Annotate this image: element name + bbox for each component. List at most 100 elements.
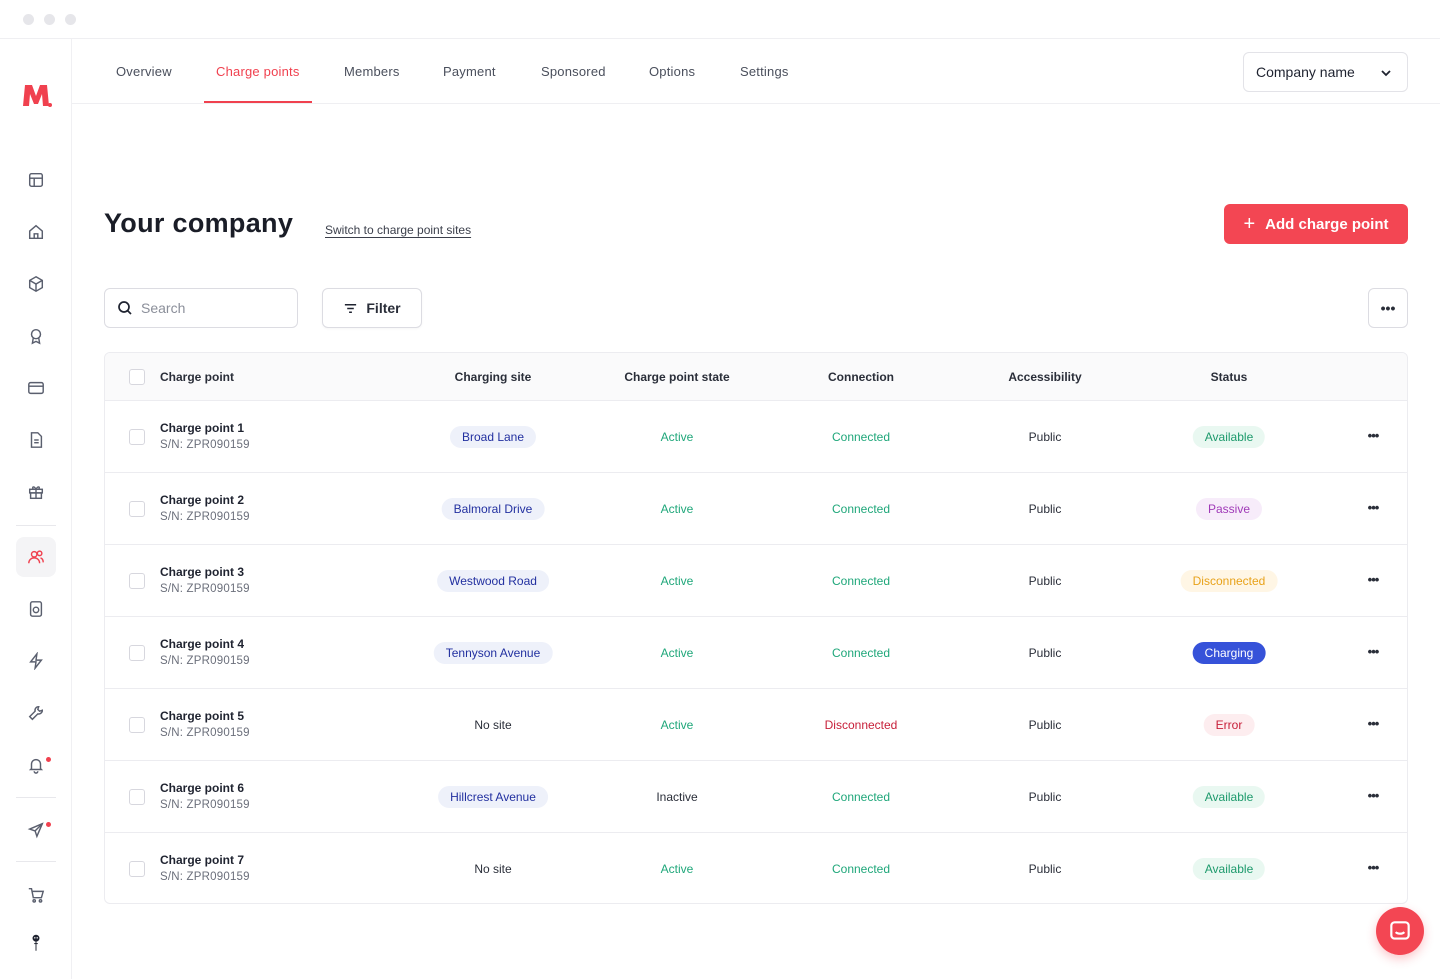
tab-settings[interactable]: Settings — [740, 64, 789, 79]
more-options-button[interactable]: ••• — [1368, 288, 1408, 328]
table-row[interactable]: Charge point 3 S/N: ZPR090159 Westwood Roa… — [105, 545, 1407, 617]
row-checkbox[interactable] — [129, 573, 145, 589]
row-checkbox[interactable] — [129, 429, 145, 445]
tab-payment[interactable]: Payment — [443, 64, 496, 79]
credit-card-icon[interactable] — [22, 374, 50, 402]
charge-point-name[interactable]: Charge point 3 — [160, 565, 245, 579]
search-box[interactable] — [104, 288, 298, 328]
sidebar-divider — [16, 861, 56, 862]
notification-dot — [46, 822, 51, 827]
window-close-dot[interactable] — [23, 14, 34, 25]
charging-site-tag: No site — [474, 862, 512, 876]
charge-point-serial: S/N: ZPR090159 — [160, 727, 250, 739]
status-badge: Available — [1192, 786, 1266, 808]
tab-members[interactable]: Members — [344, 64, 400, 79]
header-status[interactable]: Status — [1210, 370, 1248, 384]
sidebar-divider — [16, 797, 56, 798]
users-icon[interactable] — [16, 537, 56, 577]
charging-site-tag[interactable]: Westwood Road — [437, 570, 549, 592]
table-row[interactable]: Charge point 7 S/N: ZPR090159 No site Activ… — [105, 833, 1407, 903]
tab-options[interactable]: Options — [649, 64, 696, 79]
charge-point-serial: S/N: ZPR090159 — [160, 871, 250, 883]
table-row[interactable]: Charge point 2 S/N: ZPR090159 Balmoral Dri… — [105, 473, 1407, 545]
accessibility-value: Public — [1028, 718, 1062, 732]
document-icon[interactable] — [22, 426, 50, 454]
home-icon[interactable] — [22, 218, 50, 246]
charging-site-tag[interactable]: Broad Lane — [449, 426, 537, 448]
company-select[interactable]: Company name — [1243, 52, 1408, 92]
search-input[interactable] — [141, 300, 281, 316]
charge-points-table: Charge point Charging site Charge point … — [104, 352, 1408, 904]
header-charging-site[interactable]: Charging site — [454, 370, 532, 384]
table-row[interactable]: Charge point 5 S/N: ZPR090159 No site Activ… — [105, 689, 1407, 761]
row-more-button[interactable]: ••• — [1367, 499, 1380, 515]
chat-launcher-button[interactable] — [1376, 907, 1424, 955]
row-checkbox[interactable] — [129, 717, 145, 733]
switch-to-sites-link[interactable]: Switch to charge point sites — [325, 223, 472, 237]
window-minimize-dot[interactable] — [44, 14, 55, 25]
device-icon[interactable] — [22, 595, 50, 623]
row-more-button[interactable]: ••• — [1367, 427, 1380, 443]
charging-site-tag[interactable]: Hillcrest Avenue — [438, 786, 548, 808]
row-checkbox[interactable] — [129, 645, 145, 661]
status-badge: Error — [1203, 714, 1255, 736]
charging-site-tag[interactable]: Tennyson Avenue — [433, 642, 553, 664]
table-row[interactable]: Charge point 1 S/N: ZPR090159 Broad Lane Ac… — [105, 401, 1407, 473]
mascot-icon[interactable] — [22, 925, 50, 961]
row-checkbox[interactable] — [129, 789, 145, 805]
charging-site-tag[interactable]: Balmoral Drive — [441, 498, 545, 520]
row-more-button[interactable]: ••• — [1367, 571, 1380, 587]
window-zoom-dot[interactable] — [65, 14, 76, 25]
tab-charge-points[interactable]: Charge points — [216, 64, 300, 79]
wrench-icon[interactable] — [22, 699, 50, 727]
charge-point-name[interactable]: Charge point 4 — [160, 637, 245, 651]
status-cell: Charging — [1192, 617, 1266, 689]
add-charge-point-button[interactable]: + Add charge point — [1224, 204, 1408, 244]
table-row[interactable]: Charge point 6 S/N: ZPR090159 Hillcrest Av… — [105, 761, 1407, 833]
header-charge-point-state[interactable]: Charge point state — [624, 370, 730, 384]
sidebar-divider — [16, 525, 56, 526]
row-more-button[interactable]: ••• — [1367, 643, 1380, 659]
charge-point-name[interactable]: Charge point 1 — [160, 421, 245, 435]
tab-overview[interactable]: Overview — [116, 64, 172, 79]
top-navigation: Overview Charge points Members Payment S… — [72, 39, 1440, 104]
bell-icon[interactable] — [22, 751, 50, 779]
tab-sponsored[interactable]: Sponsored — [541, 64, 606, 79]
row-checkbox[interactable] — [129, 861, 145, 877]
charge-point-state: Active — [660, 718, 694, 732]
header-accessibility[interactable]: Accessibility — [1008, 370, 1082, 384]
charging-site-cell: No site — [474, 689, 511, 761]
header-charge-point[interactable]: Charge point — [160, 370, 234, 384]
table-row[interactable]: Charge point 4 S/N: ZPR090159 Tennyson Ave… — [105, 617, 1407, 689]
send-icon[interactable] — [22, 816, 50, 844]
charge-point-name[interactable]: Charge point 6 — [160, 781, 245, 795]
row-checkbox[interactable] — [129, 501, 145, 517]
filter-button[interactable]: Filter — [322, 288, 422, 328]
accessibility-value: Public — [1028, 646, 1062, 660]
brand-logo-icon[interactable] — [20, 81, 52, 109]
row-more-button[interactable]: ••• — [1367, 787, 1380, 803]
filter-icon — [345, 303, 357, 313]
gift-icon[interactable] — [22, 478, 50, 506]
charge-point-name[interactable]: Charge point 7 — [160, 853, 245, 867]
accessibility-value: Public — [1028, 502, 1062, 516]
add-charge-point-label: Add charge point — [1265, 215, 1389, 233]
page-title: Your company — [104, 208, 294, 238]
status-badge: Available — [1192, 858, 1266, 880]
award-icon[interactable] — [22, 322, 50, 350]
row-more-button[interactable]: ••• — [1367, 859, 1380, 875]
bolt-icon[interactable] — [22, 647, 50, 675]
select-all-checkbox[interactable] — [129, 369, 145, 385]
status-cell: Error — [1203, 689, 1255, 761]
status-badge: Available — [1192, 426, 1266, 448]
charge-point-name[interactable]: Charge point 2 — [160, 493, 245, 507]
row-more-button[interactable]: ••• — [1367, 715, 1380, 731]
layout-icon[interactable] — [22, 166, 50, 194]
header-connection[interactable]: Connection — [828, 370, 894, 384]
charge-point-name[interactable]: Charge point 5 — [160, 709, 245, 723]
charging-site-cell: Broad Lane — [449, 401, 537, 473]
charging-site-cell: No site — [474, 833, 512, 903]
box-icon[interactable] — [22, 270, 50, 298]
charge-point-serial: S/N: ZPR090159 — [160, 511, 250, 523]
cart-icon[interactable] — [22, 881, 50, 909]
